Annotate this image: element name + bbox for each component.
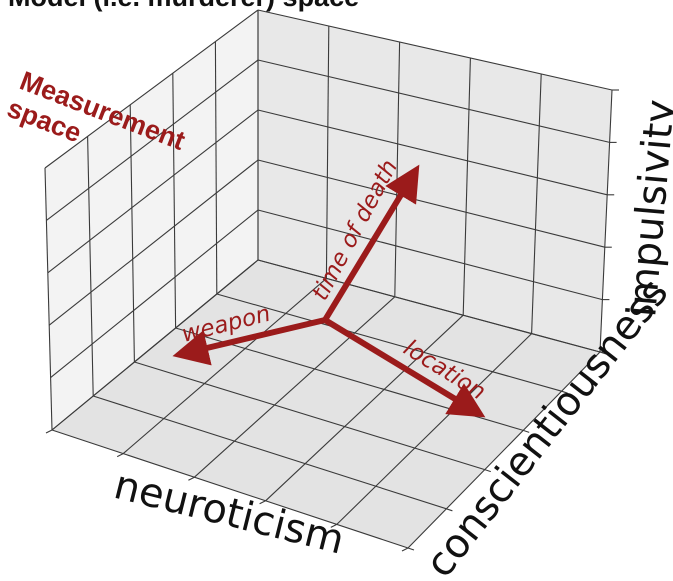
grid-floor-a-34 (407, 351, 601, 549)
grid-left-horizontal-1 (44, 9, 259, 169)
grid-left-vertical-4 (129, 104, 135, 363)
arrow-time-of-death (322, 164, 420, 322)
tick-y-37 (407, 547, 415, 551)
page-title: Model (i.e. murderer) space (8, 0, 359, 12)
tick-x-51 (401, 547, 409, 552)
grid-right-vertical-20 (531, 73, 542, 334)
tick-x-42 (188, 476, 195, 481)
grid-lines (44, 9, 619, 552)
grid-left-vertical-8 (214, 41, 218, 295)
grid-left-vertical-0 (44, 167, 53, 431)
tick-y-40 (446, 508, 453, 512)
grid-right-vertical-14 (325, 25, 330, 279)
arrow-location (323, 317, 486, 418)
grid-floor-b-29 (134, 361, 485, 471)
measurement-arrows (172, 164, 486, 418)
grid-floor-b-33 (216, 293, 562, 392)
grid-left-horizontal-9 (50, 209, 259, 379)
grid-right-vertical-18 (462, 57, 471, 316)
left-back-pane (45, 10, 258, 430)
grid-right-horizontal-15 (257, 59, 610, 143)
grid-left-vertical-6 (172, 73, 177, 329)
grid-floor-a-32 (336, 333, 532, 525)
grid-floor-b-27 (93, 395, 447, 510)
axis-label-impulsivity: impulsivity (619, 98, 673, 319)
tick-x-39 (116, 453, 124, 458)
grid-right-horizontal-17 (257, 109, 608, 196)
grid-floor-a-24 (51, 259, 259, 431)
grid-right-horizontal-19 (257, 159, 605, 248)
tick-x-36 (45, 429, 53, 434)
grid-right-horizontal-13 (257, 9, 613, 91)
tick-y-49 (561, 390, 568, 394)
grid-floor-b-35 (257, 259, 601, 353)
tick-x-45 (259, 500, 266, 505)
right-back-pane (258, 10, 612, 352)
grid-left-horizontal-5 (47, 109, 259, 274)
grid-right-horizontal-21 (257, 209, 603, 301)
grid-left-vertical-2 (87, 136, 94, 397)
grid-floor-b-25 (51, 429, 409, 549)
tick-x-48 (330, 523, 338, 528)
tick-y-43 (484, 469, 491, 473)
tick-y-46 (523, 429, 530, 433)
grid-floor-a-28 (194, 296, 396, 478)
grid-left-horizontal-7 (48, 159, 259, 326)
arrow-weapon (172, 317, 326, 366)
grid-floor-a-30 (265, 314, 464, 502)
grid-right-vertical-22 (599, 89, 613, 353)
grid-floor-a-26 (122, 277, 327, 455)
grid-left-horizontal-3 (46, 59, 259, 221)
